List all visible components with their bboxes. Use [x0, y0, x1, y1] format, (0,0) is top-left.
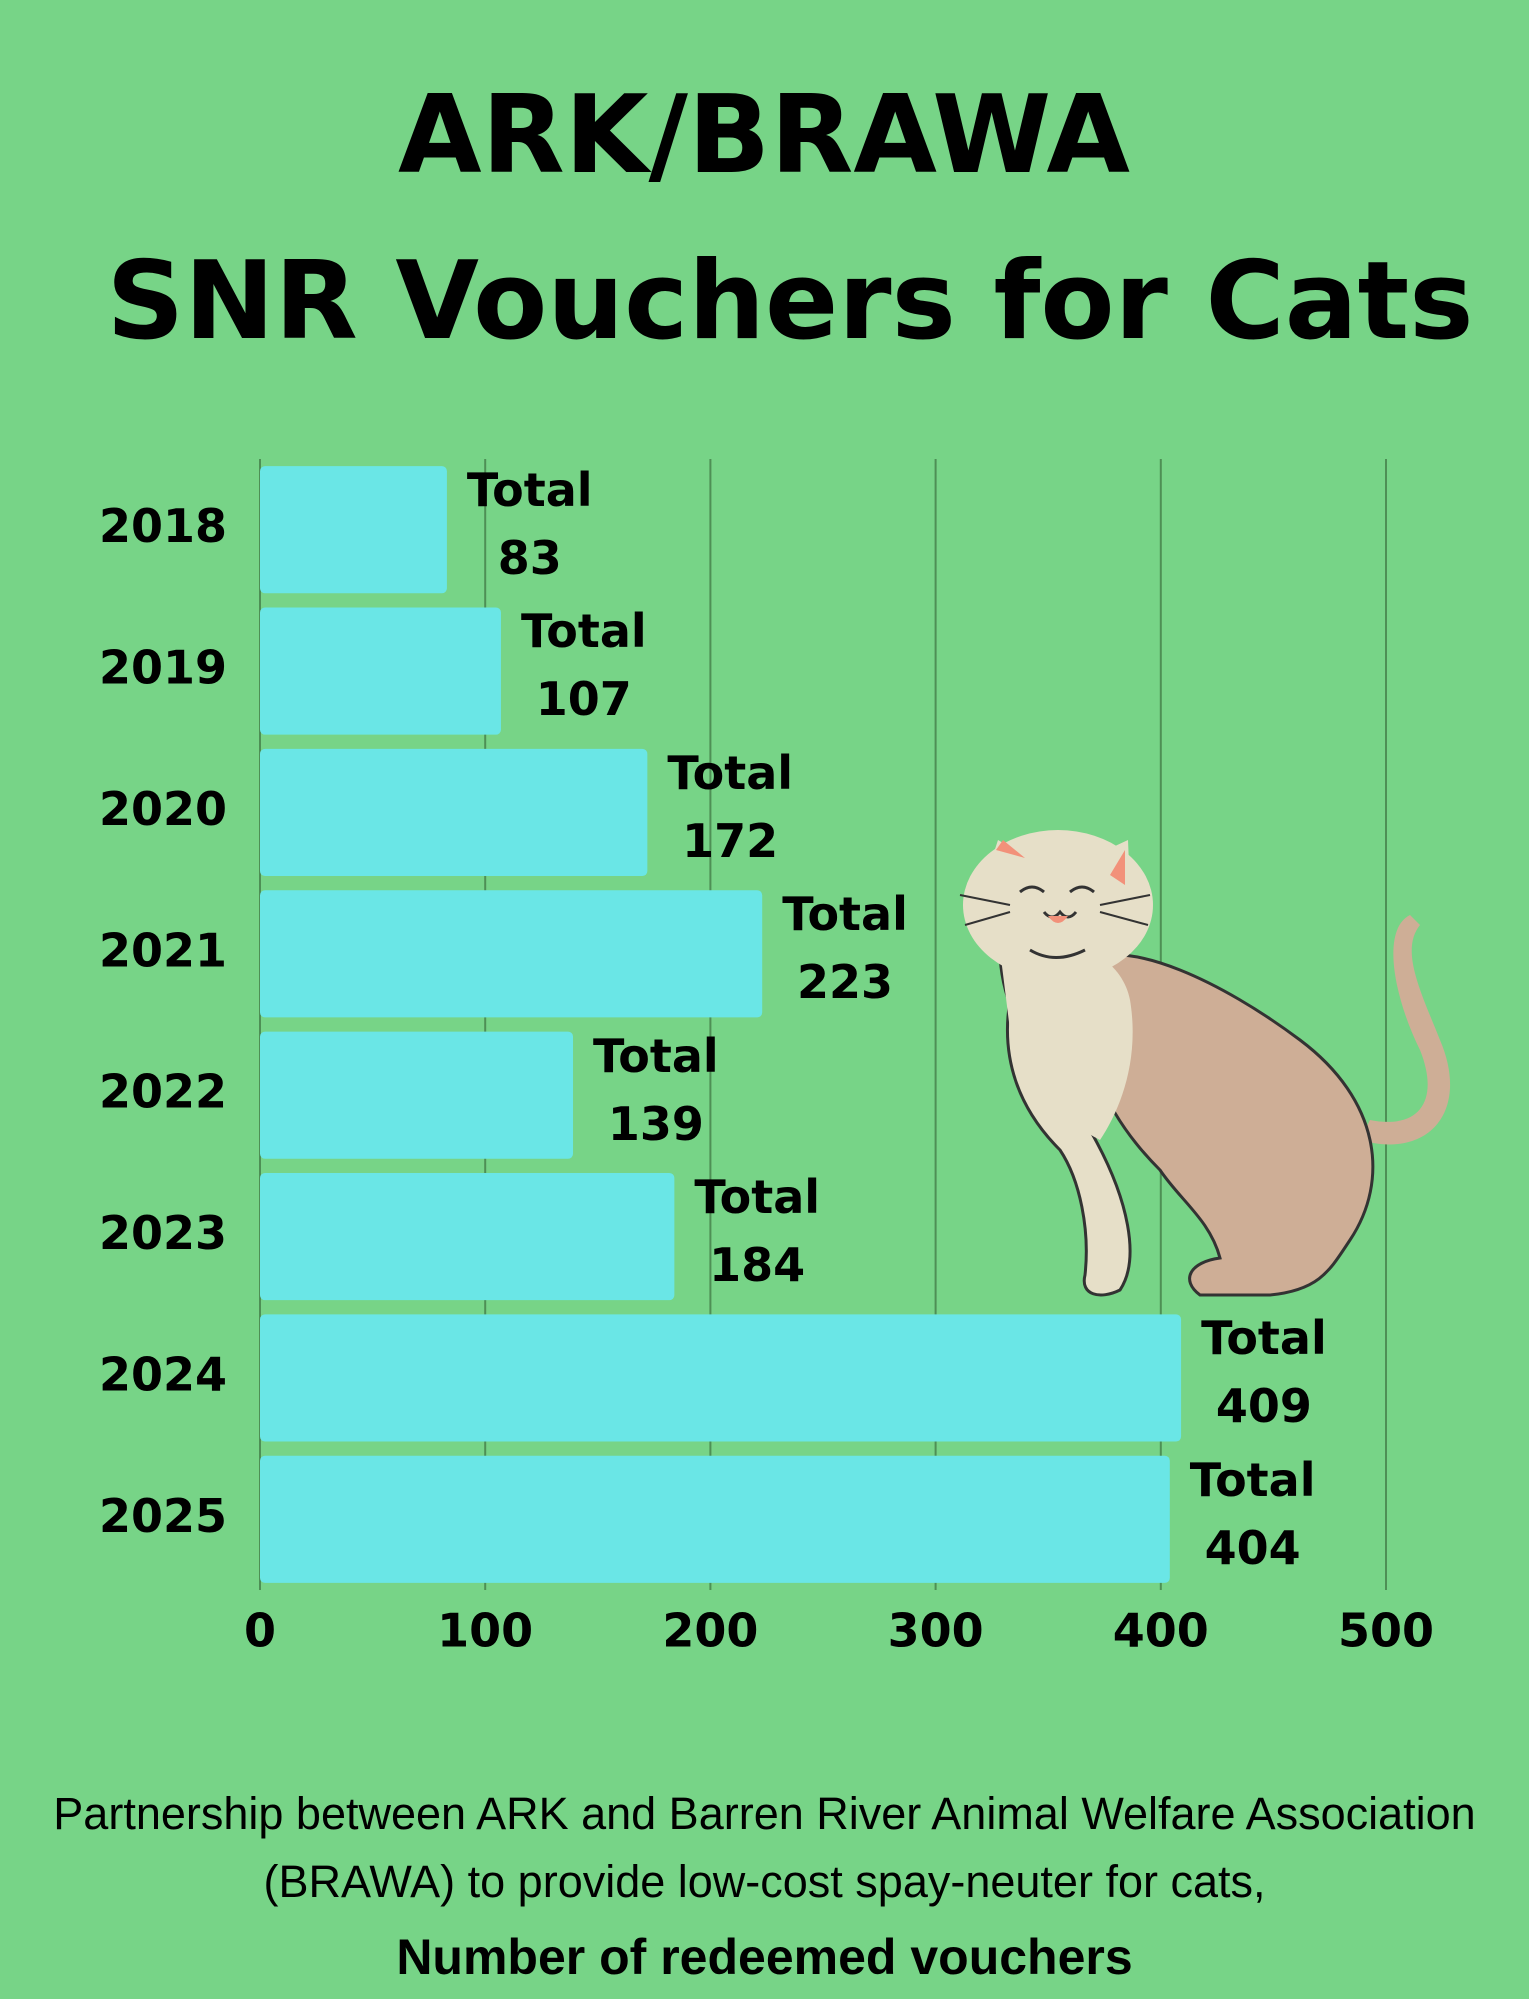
bar	[260, 1455, 1170, 1583]
y-tick-label: 2023	[99, 1206, 227, 1260]
y-tick-label: 2024	[99, 1347, 227, 1401]
x-axis-label: Number of redeemed vouchers	[396, 1929, 1133, 1985]
x-tick-label: 200	[662, 1604, 758, 1658]
bar	[260, 1031, 574, 1159]
value-label: Total 139	[593, 1028, 719, 1151]
caption: Partnership between ARK and Barren River…	[53, 1788, 1476, 1907]
x-tick-label: 400	[1113, 1604, 1209, 1658]
y-tick-label: 2021	[99, 923, 227, 977]
x-tick-label: 500	[1338, 1604, 1434, 1658]
y-tick-label: 2022	[99, 1065, 227, 1119]
x-tick-label: 100	[437, 1604, 533, 1658]
value-label: Total 83	[466, 463, 593, 586]
value-label: Total 172	[667, 745, 794, 868]
value-label: Total 404	[1189, 1452, 1316, 1575]
cat-illustration	[959, 830, 1451, 1297]
bar	[260, 748, 648, 877]
value-label: Total 409	[1201, 1311, 1327, 1434]
x-tick-label: 0	[244, 1604, 276, 1658]
value-label: Total 223	[782, 887, 908, 1010]
y-tick-label: 2025	[99, 1489, 227, 1543]
bar	[260, 890, 763, 1018]
y-tick-label: 2018	[99, 499, 227, 553]
x-tick-label: 300	[888, 1604, 984, 1658]
value-label: Total 107	[520, 604, 647, 727]
y-tick-label: 2020	[99, 782, 227, 836]
bar	[260, 1314, 1182, 1442]
bar	[260, 607, 501, 735]
chart-title: SNR Vouchers for Cats	[106, 239, 1473, 364]
value-label: Total 184	[694, 1169, 821, 1292]
bar	[260, 1172, 675, 1301]
bar	[260, 466, 447, 594]
y-tick-label: 2019	[99, 641, 227, 695]
chart-title: ARK/BRAWA	[398, 73, 1130, 198]
